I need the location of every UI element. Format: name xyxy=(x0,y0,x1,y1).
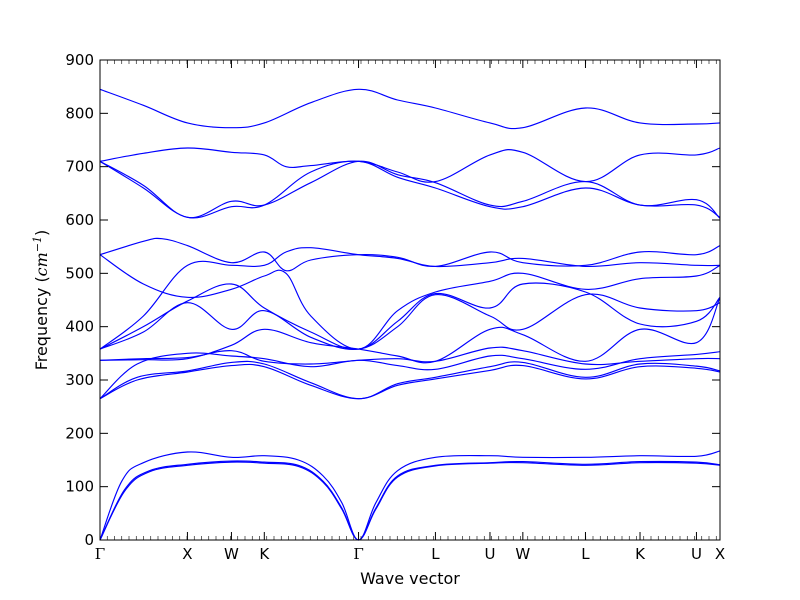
x-axis-label: Wave vector xyxy=(360,569,460,588)
x-tick-label-4: Γ xyxy=(353,545,363,563)
y-tick-label-100: 100 xyxy=(65,478,94,496)
y-axis-label-close: ) xyxy=(32,230,51,236)
band-line-3 xyxy=(99,461,721,541)
band-line-11 xyxy=(99,254,721,350)
x-tick-label-0: Γ xyxy=(95,545,105,563)
band-line-12 xyxy=(99,247,721,350)
band-line-14 xyxy=(99,160,721,219)
x-tick-label-6: U xyxy=(484,545,495,563)
x-tick-label-3: K xyxy=(259,545,270,563)
y-axis-label-unit: cm xyxy=(32,252,51,276)
plot-frame xyxy=(99,59,721,541)
y-axis-label-text: Frequency ( xyxy=(32,276,51,370)
x-tick-label-11: X xyxy=(715,545,725,563)
x-tick-label-7: W xyxy=(515,545,530,563)
y-axis-label-exponent: −1 xyxy=(31,236,44,252)
axis-ticks xyxy=(99,59,721,541)
band-line-10 xyxy=(99,282,721,350)
band-line-9 xyxy=(99,293,721,350)
y-tick-label-300: 300 xyxy=(65,371,94,389)
y-tick-label-600: 600 xyxy=(65,211,94,229)
band-line-15 xyxy=(99,160,721,219)
band-line-4 xyxy=(99,363,721,400)
y-axis-label: Frequency (cm−1) xyxy=(31,230,51,371)
x-tick-label-2: W xyxy=(224,545,239,563)
band-line-7 xyxy=(99,346,721,366)
band-line-17 xyxy=(99,88,721,130)
x-tick-label-5: L xyxy=(431,545,440,563)
band-line-16 xyxy=(99,147,721,183)
y-tick-label-200: 200 xyxy=(65,424,94,442)
y-tick-label-900: 900 xyxy=(65,51,94,69)
band-line-6 xyxy=(99,351,721,400)
y-tick-labels: 0 100 200 300 400 500 600 700 800 900 xyxy=(65,51,94,549)
x-tick-label-10: U xyxy=(691,545,702,563)
y-tick-label-0: 0 xyxy=(84,531,94,549)
band-line-5 xyxy=(99,360,721,400)
y-tick-label-400: 400 xyxy=(65,318,94,336)
x-minor-ticks xyxy=(106,60,717,540)
y-tick-label-500: 500 xyxy=(65,264,94,282)
x-tick-label-8: L xyxy=(581,545,590,563)
band-line-8 xyxy=(99,297,721,364)
band-line-2 xyxy=(99,460,721,541)
y-tick-label-700: 700 xyxy=(65,158,94,176)
y-tick-label-800: 800 xyxy=(65,104,94,122)
x-tick-label-1: X xyxy=(182,545,192,563)
band-line-13 xyxy=(99,237,721,272)
x-tick-label-9: K xyxy=(635,545,646,563)
band-lines xyxy=(99,88,721,541)
